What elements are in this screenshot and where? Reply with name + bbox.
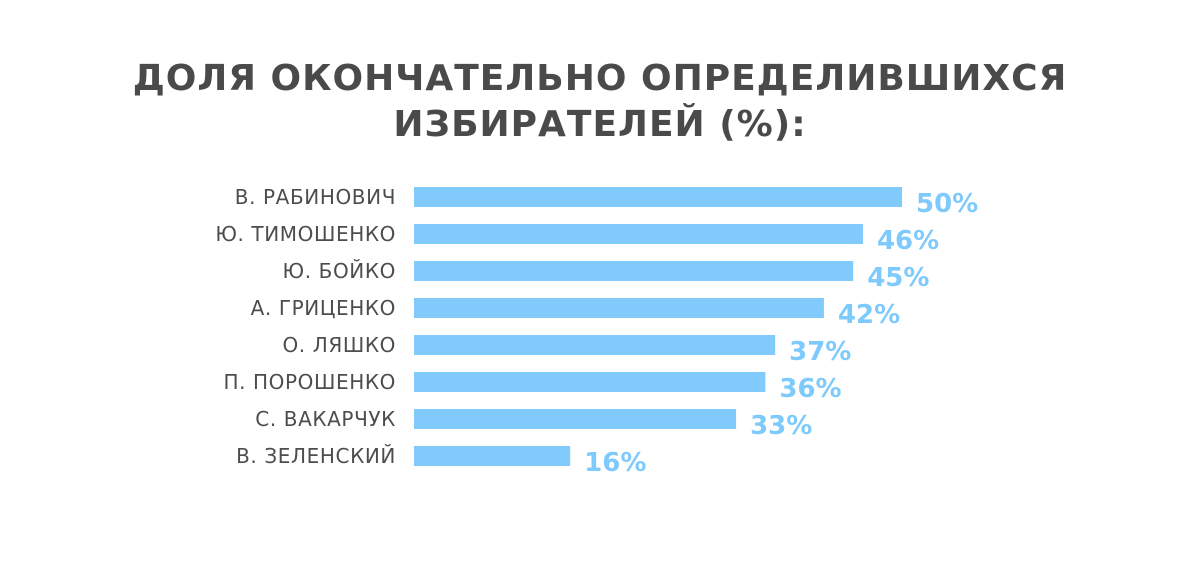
- category-label: В. ЗЕЛЕНСКИЙ: [236, 444, 396, 468]
- value-label: 37%: [789, 337, 851, 367]
- bar: [414, 187, 902, 207]
- category-label: Ю. БОЙКО: [283, 259, 396, 283]
- value-label: 45%: [867, 263, 929, 293]
- bar: [414, 224, 863, 244]
- bar: [414, 372, 766, 392]
- bar: [414, 298, 824, 318]
- category-label: В. РАБИНОВИЧ: [235, 185, 396, 209]
- chart-title: ДОЛЯ ОКОНЧАТЕЛЬНО ОПРЕДЕЛИВШИХСЯ ИЗБИРАТ…: [0, 56, 1200, 148]
- category-label: Ю. ТИМОШЕНКО: [215, 222, 396, 246]
- value-label: 33%: [750, 411, 812, 441]
- category-label: П. ПОРОШЕНКО: [223, 370, 396, 394]
- category-label: А. ГРИЦЕНКО: [251, 296, 396, 320]
- value-label: 16%: [584, 448, 646, 478]
- value-label: 42%: [838, 300, 900, 330]
- chart-title-line-2: ИЗБИРАТЕЛЕЙ (%):: [393, 104, 807, 145]
- value-label: 46%: [877, 226, 939, 256]
- value-label: 50%: [916, 189, 978, 219]
- bar: [414, 335, 776, 355]
- bar: [414, 261, 854, 281]
- chart-title-line-1: ДОЛЯ ОКОНЧАТЕЛЬНО ОПРЕДЕЛИВШИХСЯ: [132, 58, 1068, 99]
- bar: [414, 409, 737, 429]
- category-label: О. ЛЯШКО: [282, 333, 396, 357]
- value-label: 36%: [779, 374, 841, 404]
- category-label: С. ВАКАРЧУК: [255, 407, 396, 431]
- bar: [414, 446, 571, 466]
